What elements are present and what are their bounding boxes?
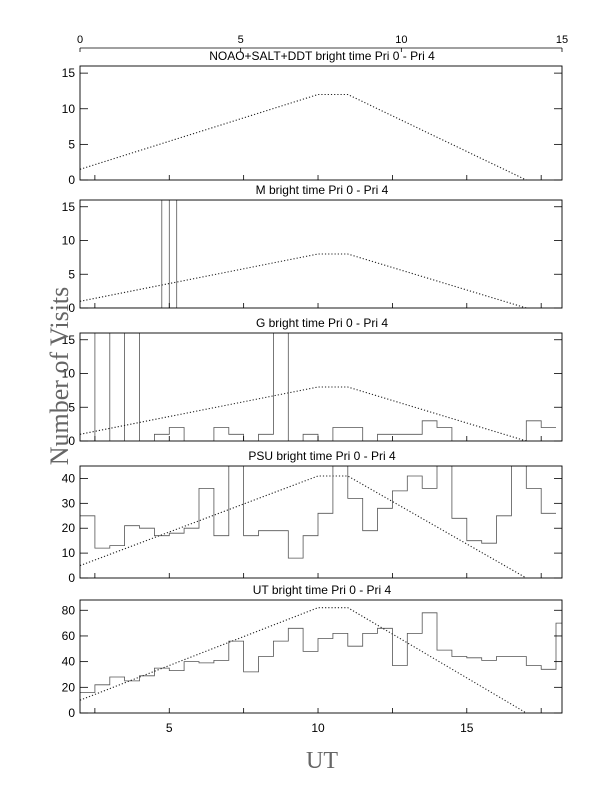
- y-tick-label: 5: [68, 267, 75, 281]
- y-tick-label: 60: [62, 629, 76, 643]
- visits-histogram: [80, 466, 556, 559]
- x-axis-label: UT: [306, 748, 338, 774]
- x-tick-label: 15: [460, 721, 474, 735]
- panel-frame: [79, 465, 563, 579]
- x-tick-label: 5: [166, 721, 173, 735]
- y-tick-label: 30: [62, 496, 76, 510]
- top-axis-tick-label: 0: [77, 34, 83, 46]
- visits-histogram: [80, 333, 556, 441]
- panel-2: 0 5 10 15 M bright time Pri 0 - Pri 4: [62, 183, 563, 315]
- y-tick-label: 15: [62, 66, 76, 80]
- y-tick-label: 0: [68, 301, 75, 315]
- y-tick-label: 10: [62, 367, 76, 381]
- y-tick-label: 0: [68, 571, 75, 585]
- panel-title: NOAO+SALT+DDT bright time Pri 0 - Pri 4: [209, 49, 435, 63]
- y-tick-label: 80: [62, 603, 76, 617]
- top-axis-tick-label: 10: [395, 34, 407, 46]
- y-tick-label: 0: [68, 706, 75, 720]
- panel-frame: [79, 65, 563, 181]
- y-tick-label: 10: [62, 102, 76, 116]
- expected-time-curve: [80, 475, 527, 578]
- panel-3: 0 5 10 15 G bright time Pri 0 - Pri 4: [62, 316, 563, 448]
- top-axis: 0 5 10 15: [77, 34, 568, 52]
- panel-5: 0 20 40 60 80 5 10 15 UT bright time Pri 0 - Pri…: [62, 583, 563, 735]
- y-tick-label: 20: [62, 521, 76, 535]
- expected-time-curve: [80, 607, 527, 713]
- panel-title: M bright time Pri 0 - Pri 4: [256, 183, 389, 197]
- y-tick-label: 20: [62, 680, 76, 694]
- y-tick-label: 10: [62, 234, 76, 248]
- expected-time-curve: [80, 93, 527, 180]
- y-tick-label: 0: [68, 434, 75, 448]
- panel-frame: [79, 199, 563, 309]
- y-tick-label: 10: [62, 546, 76, 560]
- y-tick-label: 5: [68, 400, 75, 414]
- panel-frame: [79, 599, 563, 714]
- y-tick-label: 15: [62, 333, 76, 347]
- x-tick-label: 10: [311, 721, 325, 735]
- panels: 0 5 10 15 NOAO+SALT+DDT bright time Pri 0 - …: [62, 49, 563, 735]
- y-tick-label: 40: [62, 471, 76, 485]
- visits-histogram: [80, 612, 562, 693]
- top-axis-tick-label: 5: [238, 34, 244, 46]
- y-tick-label: 40: [62, 655, 76, 669]
- expected-time-curve: [80, 253, 527, 308]
- panel-1: 0 5 10 15 NOAO+SALT+DDT bright time Pri 0 - …: [62, 49, 563, 187]
- expected-time-curve: [80, 386, 527, 441]
- y-axis-label: Number of Visits: [45, 287, 74, 466]
- visits-histogram: [80, 200, 562, 308]
- panel-title: PSU bright time Pri 0 - Pri 4: [248, 449, 396, 463]
- top-axis-tick-label: 15: [556, 34, 568, 46]
- y-tick-label: 5: [68, 137, 75, 151]
- y-tick-label: 0: [68, 173, 75, 187]
- panel-frame: [79, 332, 563, 442]
- panel-4: 0 10 20 30 40 PSU bright time Pri 0 - Pri 4: [62, 449, 563, 585]
- panel-title: G bright time Pri 0 - Pri 4: [256, 316, 388, 330]
- panel-title: UT bright time Pri 0 - Pri 4: [253, 583, 392, 597]
- y-tick-label: 15: [62, 200, 76, 214]
